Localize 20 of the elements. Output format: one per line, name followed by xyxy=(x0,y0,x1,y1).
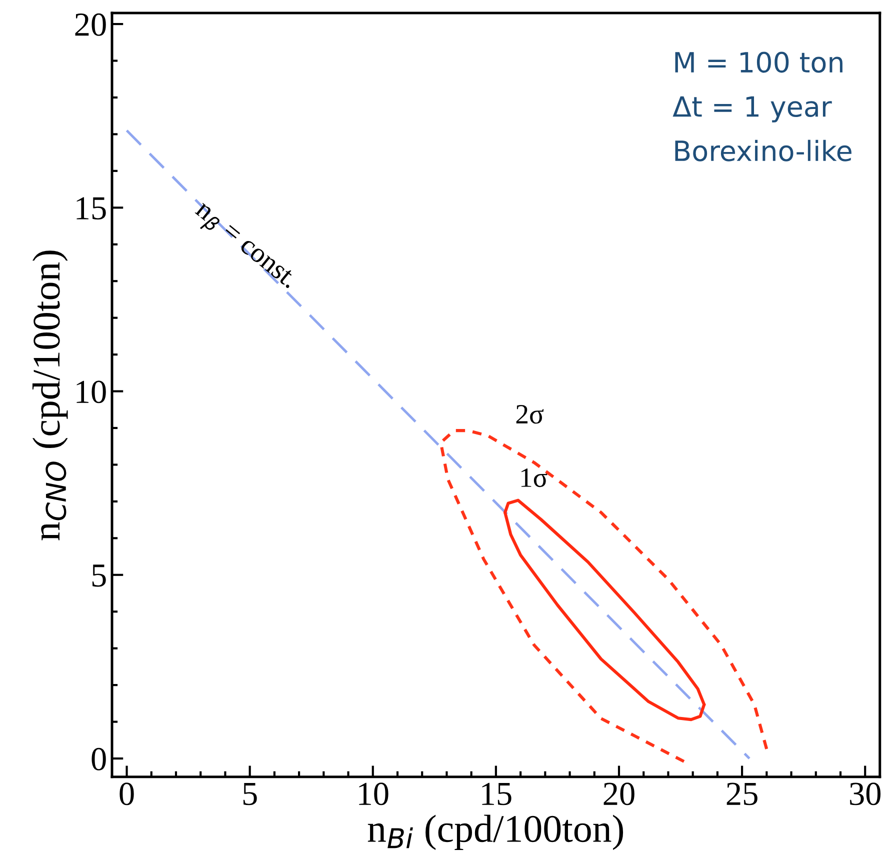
y-tick-label: 20 xyxy=(75,13,106,36)
y-tick-label: 5 xyxy=(92,564,106,587)
annotation: Borexino-like xyxy=(675,140,852,162)
x-tick-label: 20 xyxy=(604,782,634,806)
annotation: 1σ xyxy=(521,468,548,488)
x-axis-title: n$_{Bi}$ (cpd/100ton) xyxy=(368,814,624,850)
y-tick-label: 15 xyxy=(76,197,106,220)
annotation: 2σ xyxy=(516,405,544,424)
annotation: Δt = 1 year xyxy=(672,96,832,122)
x-tick-label: 15 xyxy=(482,782,512,806)
x-tick-label: 10 xyxy=(359,782,388,806)
y-axis-title: n$_{CNO}$ (cpd/100ton) xyxy=(32,250,68,540)
x-tick-label: 0 xyxy=(120,782,134,806)
x-tick-label: 5 xyxy=(243,783,257,806)
y-tick-label: 0 xyxy=(92,748,106,770)
x-tick-label: 25 xyxy=(726,782,758,806)
x-tick-label: 30 xyxy=(850,782,880,806)
annotation: n$_{β}$ = const. xyxy=(189,200,298,296)
y-tick-label: 10 xyxy=(76,380,106,404)
annotation: M = 100 ton xyxy=(675,52,842,73)
